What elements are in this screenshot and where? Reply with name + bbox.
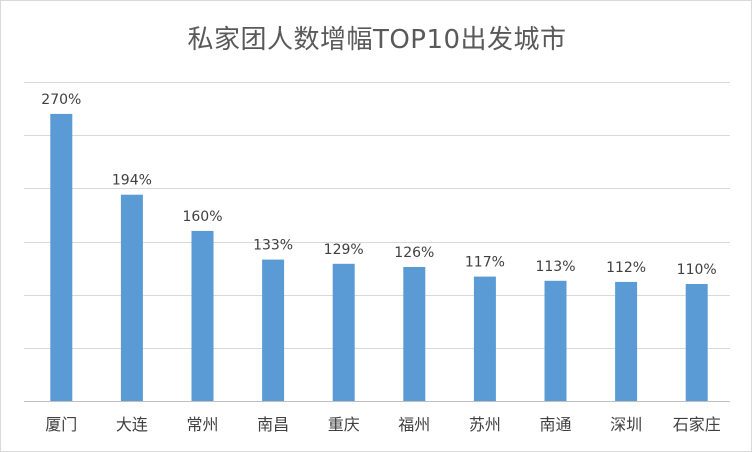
data-label-0: 270% [41,92,81,108]
chart-title: 私家团人数增幅TOP10出发城市 [187,25,567,55]
x-tick-label-3: 南昌 [257,415,289,434]
bar-6 [473,276,496,401]
data-label-6: 117% [465,255,505,271]
bar-2 [191,230,214,401]
x-tick-label-7: 南通 [539,415,571,434]
bar-8 [615,281,638,401]
x-tick-label-5: 福州 [398,415,430,434]
data-labels: 270% 194% 160% 133% 129% 126% 117% 113% 112% 110% [41,92,716,278]
x-tick-label-8: 深圳 [610,415,642,434]
data-label-8: 112% [606,260,646,276]
bar-5 [403,267,426,401]
x-tick-label-9: 石家庄 [673,415,721,434]
data-label-9: 110% [677,262,717,278]
x-tick-label-1: 大连 [116,415,148,434]
data-label-1: 194% [112,173,152,189]
bar-0 [50,113,73,402]
bar-7 [544,280,567,401]
x-tick-label-0: 厦门 [45,415,77,434]
bar-4 [332,263,355,401]
bar-3 [262,259,285,401]
data-label-3: 133% [253,238,293,254]
data-label-5: 126% [394,245,434,261]
bar-9 [685,284,708,401]
x-tick-label-6: 苏州 [469,415,501,434]
data-label-7: 113% [535,259,575,275]
data-label-2: 160% [182,209,222,225]
x-tick-labels: 厦门 大连 常州 南昌 重庆 福州 苏州 南通 深圳 石家庄 [45,415,720,434]
bar-1 [120,194,143,401]
x-tick-label-4: 重庆 [328,415,360,434]
x-tick-label-2: 常州 [186,415,218,434]
data-label-4: 129% [324,242,364,258]
bars [50,113,708,402]
